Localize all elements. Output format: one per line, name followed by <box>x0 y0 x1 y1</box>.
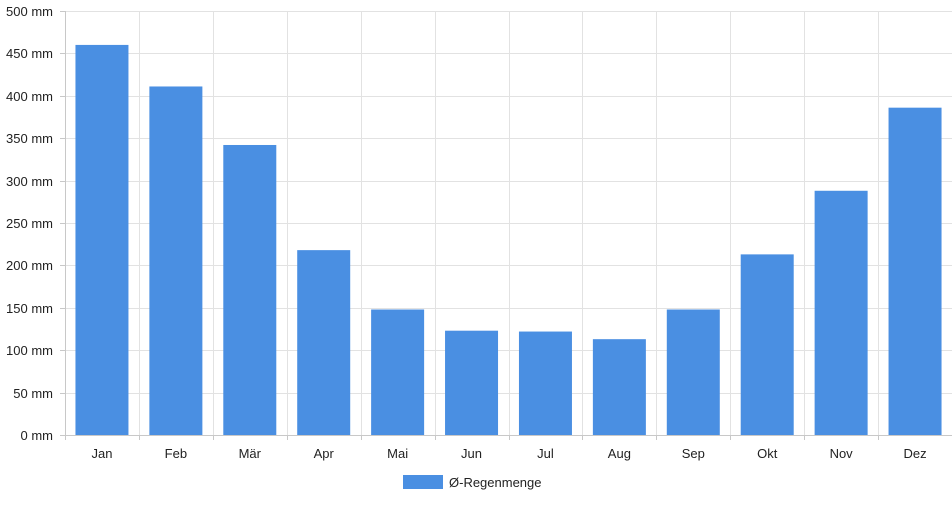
bar-dez[interactable] <box>888 107 942 435</box>
bars <box>75 44 942 436</box>
bar-mär[interactable] <box>223 144 277 435</box>
legend[interactable]: Ø-Regenmenge <box>403 472 542 492</box>
x-tick-label: Jan <box>91 446 112 461</box>
y-tick-label: 350 mm <box>6 131 53 146</box>
y-tick-label: 150 mm <box>6 301 53 316</box>
x-tick-label: Aug <box>608 446 631 461</box>
x-tick-label: Dez <box>903 446 926 461</box>
x-tick-label: Sep <box>682 446 705 461</box>
bar-jul[interactable] <box>518 331 572 435</box>
bar-sep[interactable] <box>666 309 720 435</box>
y-tick-label: 200 mm <box>6 258 53 273</box>
y-tick-label: 50 mm <box>13 386 53 401</box>
legend-label: Ø-Regenmenge <box>449 474 542 490</box>
axes <box>60 11 952 440</box>
y-tick-label: 100 mm <box>6 343 53 358</box>
y-tick-label: 400 mm <box>6 89 53 104</box>
legend-swatch <box>403 475 443 489</box>
y-tick-label: 450 mm <box>6 46 53 61</box>
y-tick-labels: 0 mm 50 mm 100 mm 150 mm 200 mm 250 mm 300 mm 3… <box>6 4 53 443</box>
bar-nov[interactable] <box>814 190 868 435</box>
bar-okt[interactable] <box>740 254 794 435</box>
bar-mai[interactable] <box>371 309 425 435</box>
x-tick-label: Apr <box>314 446 335 461</box>
x-tick-label: Mai <box>387 446 408 461</box>
bar-jan[interactable] <box>75 44 129 436</box>
x-tick-label: Nov <box>830 446 854 461</box>
y-tick-label: 500 mm <box>6 4 53 19</box>
y-tick-label: 0 mm <box>21 428 54 443</box>
bar-feb[interactable] <box>149 86 203 436</box>
bar-apr[interactable] <box>297 250 351 435</box>
y-tick-label: 250 mm <box>6 216 53 231</box>
x-tick-label: Okt <box>757 446 778 461</box>
x-tick-label: Jun <box>461 446 482 461</box>
bar-aug[interactable] <box>592 339 646 435</box>
x-tick-label: Feb <box>165 446 187 461</box>
y-tick-label: 300 mm <box>6 174 53 189</box>
x-tick-labels: Jan Feb Mär Apr Mai Jun Jul Aug Sep Okt Nov Dez <box>91 446 926 461</box>
x-tick-label: Mär <box>239 446 262 461</box>
bar-jun[interactable] <box>445 330 499 435</box>
x-tick-label: Jul <box>537 446 554 461</box>
